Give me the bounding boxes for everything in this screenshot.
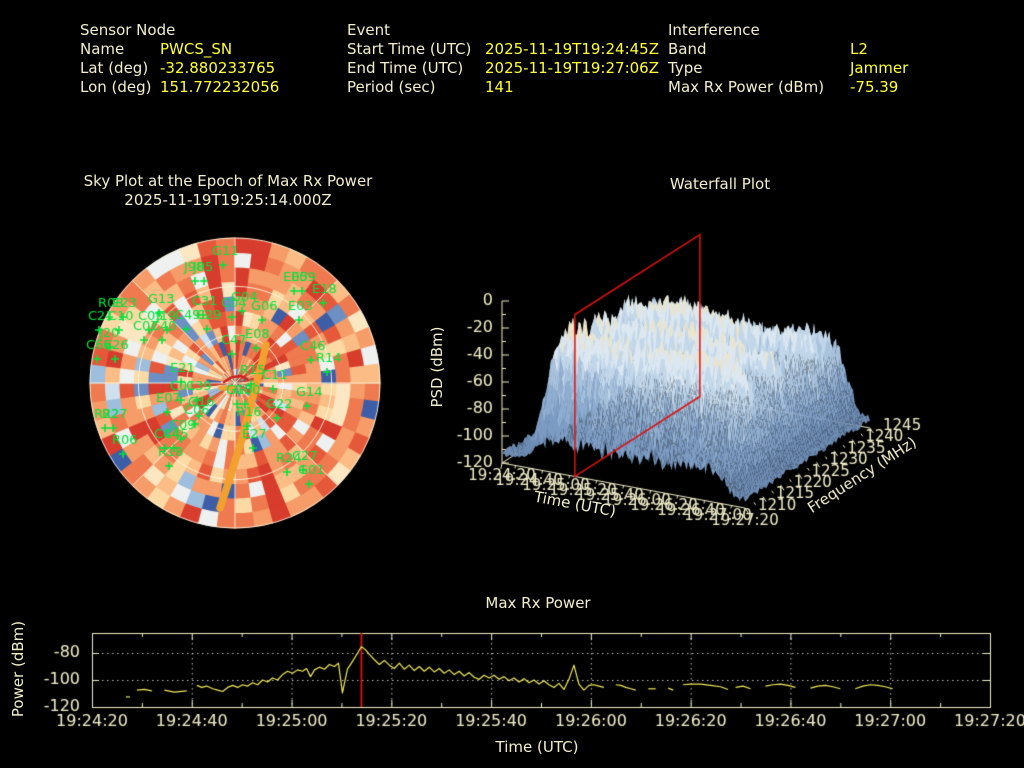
event-title: Event — [347, 21, 390, 39]
waterfall-canvas — [415, 192, 1015, 572]
sensor-name-value: PWCS_SN — [160, 40, 233, 58]
interference-title: Interference — [668, 21, 760, 39]
sensor-lon-label: Lon (deg) — [80, 78, 152, 96]
power-chart-title: Max Rx Power — [485, 594, 591, 612]
interference-maxpower-value: -75.39 — [850, 78, 899, 96]
waterfall-psd-axis-label: PSD (dBm) — [428, 326, 446, 408]
event-start-value: 2025-11-19T19:24:45Z — [485, 40, 659, 58]
interference-type-value: Jammer — [850, 59, 909, 77]
interference-type-label: Type — [668, 59, 703, 77]
sensor-name-label: Name — [80, 40, 125, 58]
interference-band-value: L2 — [850, 40, 868, 58]
interference-band-label: Band — [668, 40, 707, 58]
interference-maxpower-label: Max Rx Power (dBm) — [668, 78, 825, 96]
event-end-value: 2025-11-19T19:27:06Z — [485, 59, 659, 77]
sensor-lon-value: 151.772232056 — [160, 78, 280, 96]
power-chart-canvas — [0, 588, 1024, 768]
sensor-node-title: Sensor Node — [80, 21, 176, 39]
power-y-axis-label: Power (dBm) — [9, 620, 27, 718]
power-x-axis-label: Time (UTC) — [495, 738, 579, 756]
event-start-label: Start Time (UTC) — [347, 40, 472, 58]
sensor-lat-label: Lat (deg) — [80, 59, 149, 77]
sky-plot-canvas — [70, 225, 400, 545]
event-period-label: Period (sec) — [347, 78, 436, 96]
event-period-value: 141 — [485, 78, 514, 96]
sky-plot-title: Sky Plot at the Epoch of Max Rx Power — [83, 172, 373, 190]
event-end-label: End Time (UTC) — [347, 59, 464, 77]
sky-plot-subtitle: 2025-11-19T19:25:14.000Z — [124, 191, 332, 209]
sensor-lat-value: -32.880233765 — [160, 59, 276, 77]
waterfall-title: Waterfall Plot — [669, 175, 771, 193]
